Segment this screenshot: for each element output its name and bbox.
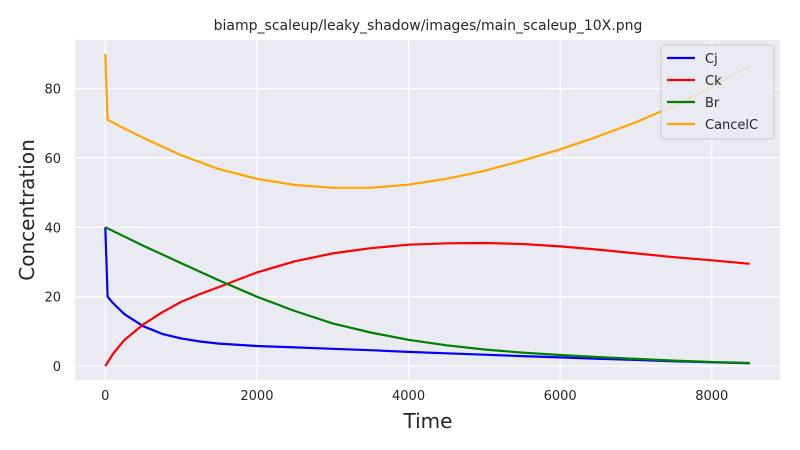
x-tick-label: 2000 (240, 389, 273, 404)
tick-labels: 0 2000 4000 6000 8000 0 20 40 60 80 (44, 83, 728, 404)
y-tick-label: 60 (44, 152, 61, 167)
y-tick-label: 0 (53, 360, 61, 375)
x-tick-label: 8000 (695, 389, 728, 404)
series-line-br (104, 226, 750, 365)
y-tick-label: 40 (44, 221, 61, 236)
legend-entry: CancelC (705, 118, 758, 133)
x-tick-label: 6000 (544, 389, 577, 404)
series-line-cancelc (104, 53, 751, 189)
x-tick-label: 4000 (392, 389, 425, 404)
y-tick-label: 80 (44, 83, 61, 98)
legend-frame (660, 44, 775, 140)
x-axis-label: Time (403, 409, 453, 433)
chart-title: biamp_scaleup/leaky_shadow/images/main_s… (214, 18, 643, 34)
y-axis-label: Concentration (15, 139, 39, 280)
legend-entry: Ck (705, 74, 722, 89)
legend-entry: Br (705, 96, 720, 111)
legend-entry: Cj (705, 52, 718, 67)
series-line-ck (104, 241, 750, 367)
series-line-cj (104, 227, 750, 365)
legend: Cj Ck Br CancelC (660, 44, 775, 140)
x-tick-label: 0 (101, 389, 109, 404)
y-tick-label: 20 (44, 291, 61, 306)
series-group (104, 53, 751, 367)
